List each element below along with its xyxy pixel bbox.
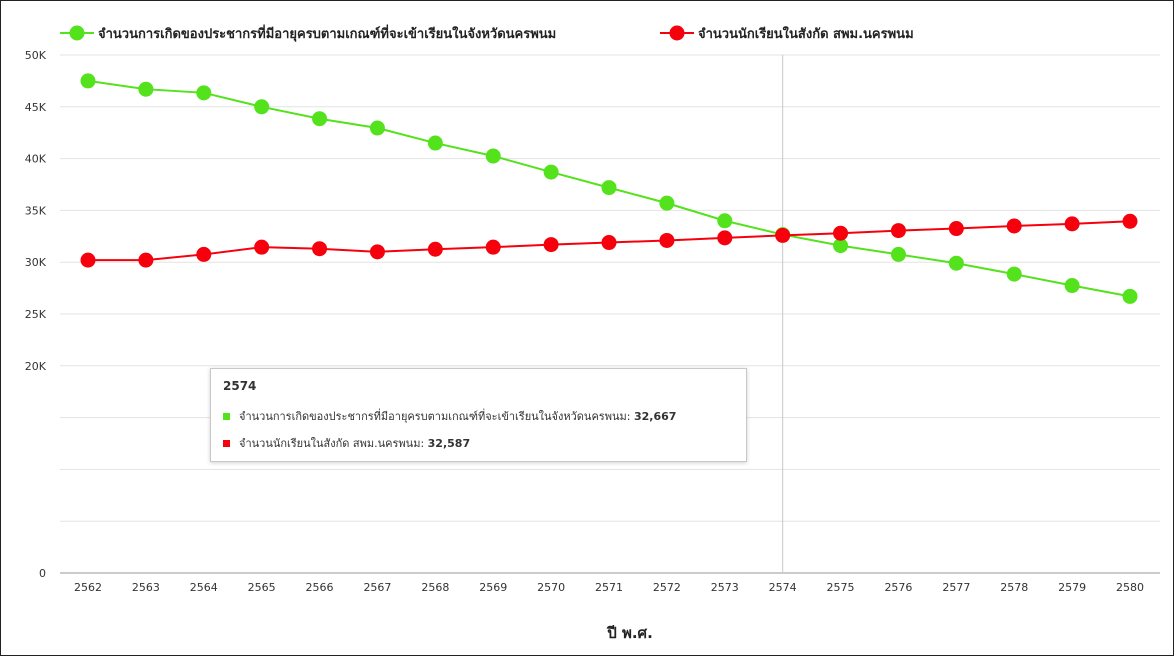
- series-0-point: [427, 135, 443, 151]
- x-tick-label: 2577: [942, 581, 970, 594]
- legend-marker-0: [69, 25, 85, 41]
- y-tick-label: 45K: [25, 101, 47, 114]
- series-0-point: [138, 81, 154, 97]
- legend-marker-1: [669, 25, 685, 41]
- series-1-point: [427, 241, 443, 257]
- tooltip-swatch-students: [223, 439, 230, 447]
- y-tick-label: 40K: [25, 153, 47, 166]
- x-tick-label: 2566: [306, 581, 334, 594]
- series-1-point: [601, 235, 617, 251]
- series-1-point: [254, 239, 270, 255]
- series-1-point: [196, 246, 212, 262]
- series-0-point: [948, 255, 964, 271]
- series-0-point: [543, 164, 559, 180]
- series-0-point: [1122, 288, 1138, 304]
- x-axis-title: ปี พ.ศ.: [606, 624, 653, 642]
- y-tick-label: 0: [39, 567, 46, 580]
- tooltip-title: 2574: [223, 379, 257, 393]
- y-tick-label: 50K: [25, 49, 47, 62]
- series-1-point: [1122, 213, 1138, 229]
- series-0-point: [717, 213, 733, 229]
- series-1-point: [312, 241, 328, 257]
- tooltip-label-births: จำนวนการเกิดของประชากรที่มีอายุครบตามเกณ…: [239, 410, 631, 423]
- series-0-point: [369, 120, 385, 136]
- chart-tooltip: 2574 จำนวนการเกิดของประชากรที่มีอายุครบต…: [210, 368, 747, 462]
- y-tick-label: 25K: [25, 308, 47, 321]
- series-0-point: [312, 111, 328, 127]
- legend-label-1: จำนวนนักเรียนในสังกัด สพม.นครพนม: [698, 25, 914, 42]
- series-0-point: [890, 246, 906, 262]
- tooltip-row-births: จำนวนการเกิดของประชากรที่มีอายุครบตามเกณ…: [223, 407, 734, 425]
- x-tick-label: 2578: [1000, 581, 1028, 594]
- x-tick-label: 2575: [827, 581, 855, 594]
- series-0-point: [196, 85, 212, 101]
- y-tick-label: 35K: [25, 204, 47, 217]
- tooltip-row-students: จำนวนนักเรียนในสังกัด สพม.นครพนม: 32,587: [223, 434, 734, 452]
- legend-label-0: จำนวนการเกิดของประชากรที่มีอายุครบตามเกณ…: [98, 24, 556, 42]
- series-1-point: [1006, 218, 1022, 234]
- series-0-point: [1064, 278, 1080, 294]
- series-0-point: [601, 180, 617, 196]
- series-0-point: [80, 73, 96, 89]
- x-tick-label: 2564: [190, 581, 218, 594]
- series-1-point: [659, 232, 675, 248]
- x-tick-label: 2574: [769, 581, 797, 594]
- x-tick-label: 2570: [537, 581, 565, 594]
- series-1-point: [948, 221, 964, 237]
- tooltip-value-births: 32,667: [633, 409, 677, 423]
- x-tick-label: 2579: [1058, 581, 1086, 594]
- tooltip-value-students: 32,587: [427, 436, 471, 450]
- y-tick-label: 20K: [25, 360, 47, 373]
- series-1-point: [543, 237, 559, 253]
- x-tick-label: 2569: [479, 581, 507, 594]
- x-tick-label: 2580: [1116, 581, 1144, 594]
- series-1-point: [369, 244, 385, 260]
- y-tick-label: 30K: [25, 256, 47, 269]
- x-tick-label: 2571: [595, 581, 623, 594]
- series-1-point: [1064, 216, 1080, 232]
- x-tick-label: 2563: [132, 581, 160, 594]
- series-0-point: [833, 238, 849, 254]
- series-0-point: [1006, 266, 1022, 282]
- tooltip-swatch-births: [223, 412, 230, 420]
- series-1-point: [138, 252, 154, 268]
- x-tick-label: 2576: [884, 581, 912, 594]
- series-1-point: [485, 239, 501, 255]
- x-tick-label: 2565: [248, 581, 276, 594]
- series-1-point: [775, 227, 791, 243]
- series-0-point: [485, 148, 501, 164]
- x-tick-label: 2567: [363, 581, 391, 594]
- x-tick-label: 2573: [711, 581, 739, 594]
- tooltip-label-students: จำนวนนักเรียนในสังกัด สพม.นครพนม:: [239, 437, 425, 450]
- series-0-point: [659, 195, 675, 211]
- series-1-point: [833, 225, 849, 241]
- x-tick-label: 2572: [653, 581, 681, 594]
- series-1-point: [717, 230, 733, 246]
- x-tick-label: 2562: [74, 581, 102, 594]
- x-tick-label: 2568: [421, 581, 449, 594]
- series-0-point: [254, 99, 270, 115]
- series-1-point: [890, 223, 906, 239]
- series-1-point: [80, 252, 96, 268]
